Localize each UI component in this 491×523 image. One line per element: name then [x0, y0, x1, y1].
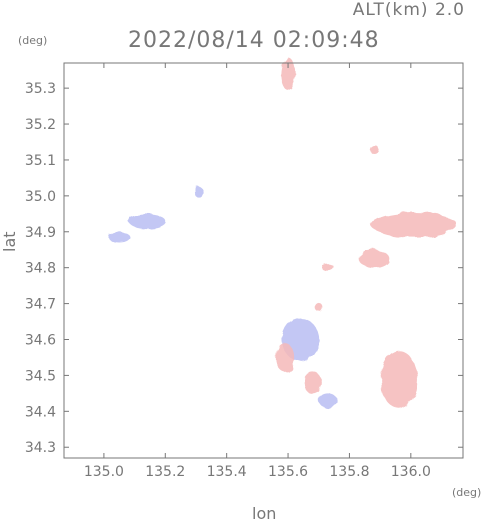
y-tick-label: 35.2 — [25, 117, 56, 133]
y-tick-label: 34.9 — [25, 225, 56, 241]
y-tick-label: 34.5 — [25, 368, 56, 384]
echo-region-10 — [303, 371, 322, 394]
echo-region-14 — [315, 302, 323, 312]
x-axis-label: lon — [252, 504, 277, 523]
echo-region-11 — [318, 393, 338, 408]
y-tick-label: 34.6 — [25, 333, 56, 349]
x-axis-ticks: 135.0 135.2 135.4 135.6 135.8 136.0 — [84, 63, 431, 480]
echo-region-2 — [128, 213, 166, 229]
y-tick-label: 34.8 — [25, 261, 56, 277]
altitude-label: ALT(km) 2.0 — [352, 0, 465, 20]
plot-frame — [63, 62, 464, 459]
y-tick-label: 34.4 — [25, 404, 56, 420]
echo-region-3 — [108, 231, 130, 243]
x-tick-label: 135.6 — [268, 464, 308, 480]
echo-region-4 — [194, 186, 204, 198]
x-tick-label: 135.4 — [207, 464, 247, 480]
echo-region-5 — [370, 212, 457, 238]
y-axis-ticks: 34.3 34.4 34.5 34.6 34.7 34.8 34.9 35.0 35.1 35.2… — [25, 81, 463, 456]
y-tick-label: 35.1 — [25, 153, 56, 169]
echo-region-9 — [275, 343, 295, 372]
echo-region-6 — [358, 249, 390, 268]
y-axis-unit: (deg) — [18, 34, 48, 47]
echo-regions — [108, 57, 457, 408]
y-tick-label: 34.3 — [25, 440, 56, 456]
chart-timestamp: 2022/08/14 02:09:48 — [128, 28, 380, 53]
y-tick-label: 35.0 — [25, 189, 56, 205]
echo-region-13 — [369, 144, 379, 154]
y-tick-label: 34.7 — [25, 297, 56, 313]
echo-region-12 — [380, 350, 417, 408]
echo-region-7 — [321, 264, 335, 272]
y-tick-label: 35.3 — [25, 81, 56, 97]
x-axis-unit: (deg) — [452, 486, 482, 499]
echo-region-1 — [280, 57, 296, 90]
x-tick-label: 135.2 — [145, 464, 185, 480]
x-tick-label: 135.8 — [329, 464, 369, 480]
x-tick-label: 136.0 — [391, 464, 431, 480]
x-tick-label: 135.0 — [84, 464, 124, 480]
